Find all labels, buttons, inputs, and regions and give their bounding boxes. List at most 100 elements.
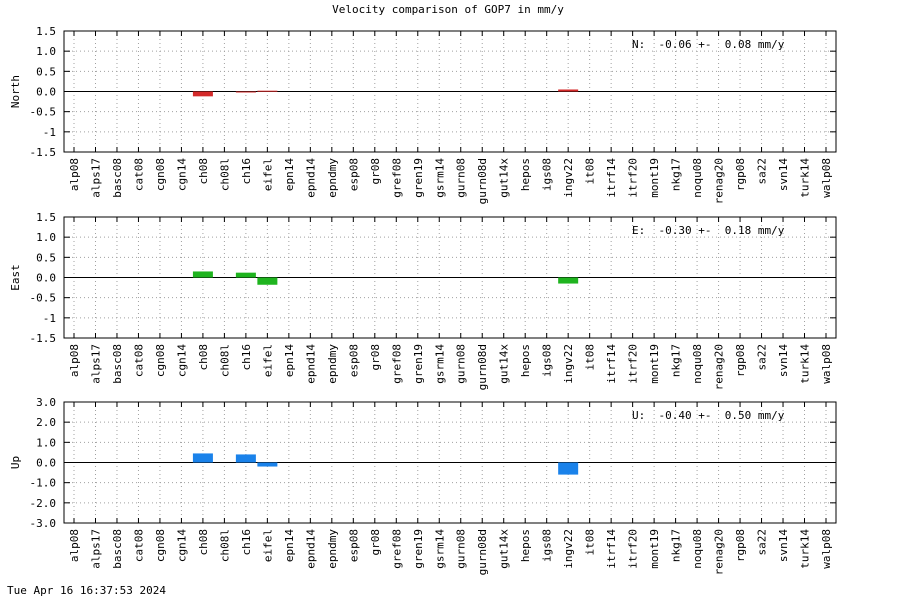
bar xyxy=(558,462,579,475)
bar xyxy=(192,453,213,463)
x-tick-label: nkg17 xyxy=(670,344,683,377)
y-tick-label: -1 xyxy=(43,126,56,139)
x-tick-label: itrf20 xyxy=(627,158,640,198)
bar xyxy=(235,272,256,278)
x-tick-label: svn14 xyxy=(777,158,790,191)
x-tick-label: rgp08 xyxy=(734,344,747,377)
x-tick-label: rgp08 xyxy=(734,529,747,562)
x-tick-label: alps17 xyxy=(89,529,102,569)
x-tick-label: ingv22 xyxy=(562,158,575,198)
x-tick-label: ch16 xyxy=(240,344,253,371)
x-tick-label: ch08 xyxy=(197,158,210,185)
x-tick-label: cat08 xyxy=(132,529,145,562)
x-tick-label: esp08 xyxy=(347,344,360,377)
x-tick-label: epn14 xyxy=(283,529,296,562)
x-tick-label: ch08l xyxy=(218,529,231,562)
x-tick-label: epn14 xyxy=(283,344,296,377)
y-tick-label: 2.0 xyxy=(36,416,56,429)
x-tick-label: gurn08d xyxy=(476,344,489,390)
x-tick-label: gref08 xyxy=(390,158,403,198)
x-tick-label: alps17 xyxy=(89,344,102,384)
bar xyxy=(235,454,256,463)
y-tick-label: -1.0 xyxy=(30,477,57,490)
y-tick-label: -1.5 xyxy=(30,146,57,159)
x-tick-label: mont19 xyxy=(648,158,661,198)
page-title: Velocity comparison of GOP7 in mm/y xyxy=(332,3,564,16)
x-tick-label: ch16 xyxy=(240,158,253,185)
x-tick-label: cgn08 xyxy=(154,344,167,377)
y-tick-label: 1.5 xyxy=(36,211,56,224)
x-tick-label: nkg17 xyxy=(670,529,683,562)
x-tick-label: gut14x xyxy=(498,529,511,569)
x-tick-label: basc08 xyxy=(111,344,124,384)
x-tick-label: gren19 xyxy=(412,344,425,384)
x-tick-label: walp08 xyxy=(820,529,833,569)
x-tick-label: sa22 xyxy=(756,344,769,371)
y-tick-label: 1.0 xyxy=(36,45,56,58)
timestamp: Tue Apr 16 16:37:53 2024 xyxy=(7,584,166,597)
x-tick-label: esp08 xyxy=(347,158,360,191)
bar xyxy=(257,462,278,467)
x-tick-label: igs08 xyxy=(541,158,554,191)
x-tick-label: gurn08 xyxy=(455,344,468,384)
x-tick-label: renag20 xyxy=(713,529,726,575)
y-tick-label: 0.0 xyxy=(36,272,56,285)
y-tick-label: 0.5 xyxy=(36,251,56,264)
y-tick-label: 3.0 xyxy=(36,396,56,409)
x-tick-label: esp08 xyxy=(347,529,360,562)
x-tick-label: hepos xyxy=(519,158,532,191)
x-tick-label: itrf20 xyxy=(627,529,640,569)
x-tick-label: itrf14 xyxy=(605,529,618,569)
annotation: U: -0.40 +- 0.50 mm/y xyxy=(632,409,785,422)
x-tick-label: svn14 xyxy=(777,344,790,377)
x-tick-label: svn14 xyxy=(777,529,790,562)
plot-frame xyxy=(63,216,837,339)
x-tick-label: ch16 xyxy=(240,529,253,556)
x-tick-label: epndmy xyxy=(326,158,339,198)
x-tick-label: epn14 xyxy=(283,158,296,191)
x-tick-label: gsrm14 xyxy=(433,344,446,384)
x-tick-label: sa22 xyxy=(756,529,769,556)
bar xyxy=(257,277,278,285)
bar xyxy=(558,277,579,284)
x-tick-label: itrf14 xyxy=(605,344,618,384)
y-axis-label: East xyxy=(9,264,22,291)
x-tick-label: igs08 xyxy=(541,529,554,562)
x-tick-label: renag20 xyxy=(713,344,726,390)
y-tick-label: -2.0 xyxy=(30,497,57,510)
x-tick-label: walp08 xyxy=(820,158,833,198)
y-tick-label: -0.5 xyxy=(30,106,57,119)
x-tick-label: it08 xyxy=(584,344,597,371)
x-tick-label: gurn08d xyxy=(476,529,489,575)
x-tick-label: eifel xyxy=(261,529,274,562)
x-tick-label: cat08 xyxy=(132,344,145,377)
x-tick-label: gurn08 xyxy=(455,158,468,198)
x-tick-label: gren19 xyxy=(412,158,425,198)
x-tick-label: turk14 xyxy=(799,529,812,569)
x-tick-label: itrf14 xyxy=(605,158,618,198)
x-tick-label: cat08 xyxy=(132,158,145,191)
x-tick-label: turk14 xyxy=(799,158,812,198)
x-tick-label: cgn14 xyxy=(175,344,188,377)
x-tick-label: epndmy xyxy=(326,529,339,569)
x-tick-label: gurn08 xyxy=(455,529,468,569)
x-tick-label: gref08 xyxy=(390,344,403,384)
x-tick-label: gref08 xyxy=(390,529,403,569)
x-tick-label: ch08l xyxy=(218,158,231,191)
x-tick-label: rgp08 xyxy=(734,158,747,191)
x-tick-label: mont19 xyxy=(648,529,661,569)
x-tick-label: cgn08 xyxy=(154,529,167,562)
x-tick-label: alp08 xyxy=(68,344,81,377)
x-tick-label: ingv22 xyxy=(562,344,575,384)
y-axis-label: North xyxy=(9,75,22,108)
x-tick-label: cgn14 xyxy=(175,158,188,191)
x-tick-label: nkg17 xyxy=(670,158,683,191)
x-tick-label: igs08 xyxy=(541,344,554,377)
x-tick-label: hepos xyxy=(519,344,532,377)
x-tick-label: eifel xyxy=(261,158,274,191)
x-tick-label: gsrm14 xyxy=(433,158,446,198)
x-tick-label: noqu08 xyxy=(691,529,704,569)
x-tick-label: gsrm14 xyxy=(433,529,446,569)
x-tick-label: alp08 xyxy=(68,529,81,562)
